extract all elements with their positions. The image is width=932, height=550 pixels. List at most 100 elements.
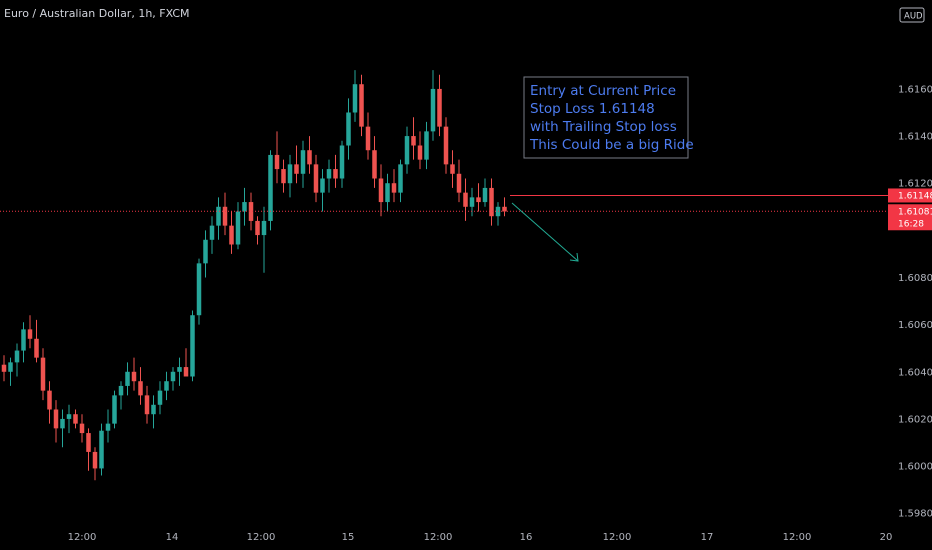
time-tick-label: 20 — [880, 532, 893, 543]
trade-note-line-1: Entry at Current Price — [530, 83, 676, 99]
price-tick-label: 1.60800 — [898, 273, 932, 284]
candle-body — [443, 126, 449, 165]
candle-body — [456, 173, 462, 193]
price-tick-label: 1.59800 — [898, 509, 932, 520]
candle-body — [365, 126, 371, 151]
candle-body — [294, 164, 299, 174]
candle-body — [47, 390, 52, 410]
candlestick-series — [1, 70, 507, 481]
candle-body — [170, 371, 176, 382]
candle-body — [372, 150, 377, 179]
candle-body — [222, 206, 228, 226]
candle-body — [235, 211, 241, 245]
candle-body — [125, 371, 130, 386]
time-axis[interactable]: 12:00 14 12:00 15 12:00 16 12:00 17 12:00 20 — [68, 532, 893, 543]
candle-body — [326, 169, 332, 179]
time-tick-label: 15 — [342, 532, 355, 543]
candle-body — [417, 145, 423, 160]
forecast-arrow-head — [569, 252, 579, 262]
candle-body — [60, 418, 65, 429]
price-tick-label: 1.61400 — [898, 132, 932, 143]
candle-body — [216, 206, 221, 226]
candle-body — [346, 112, 351, 146]
candle-body — [73, 414, 78, 424]
candle-body — [307, 150, 312, 165]
trade-note-line-3: with Trailing Stop loss — [530, 119, 677, 135]
candle-body — [313, 164, 319, 193]
candle-body — [99, 430, 104, 469]
candle-body — [183, 367, 189, 377]
candle-body — [131, 371, 137, 382]
candle-body — [437, 88, 442, 127]
candle-body — [118, 385, 124, 396]
trade-note[interactable]: Entry at Current Price Stop Loss 1.61148… — [523, 76, 694, 159]
candle-body — [177, 367, 182, 372]
candle-body — [8, 362, 13, 372]
candle-body — [489, 187, 494, 217]
trade-note-box — [523, 76, 689, 159]
candle-body — [430, 88, 436, 132]
candle-body — [378, 178, 384, 203]
candle-body — [287, 164, 293, 184]
candle-body — [320, 178, 325, 193]
stop-loss-tag-text: 1.61148 — [898, 191, 932, 201]
candle-body — [1, 364, 7, 372]
currency-badge-box — [899, 7, 925, 23]
candle-body — [144, 395, 150, 415]
candle-body — [209, 225, 215, 240]
candle-body — [469, 197, 475, 207]
price-tick-label: 1.60000 — [898, 462, 932, 473]
candle-body — [339, 145, 345, 179]
candle-body — [333, 169, 338, 179]
candle-body — [424, 131, 429, 160]
stop-loss-tag: 1.61148 — [888, 188, 932, 203]
candle-body — [105, 423, 111, 431]
candle-body — [229, 225, 234, 245]
forecast-arrow-shaft — [511, 202, 579, 262]
time-tick-label: 16 — [520, 532, 533, 543]
currency-badge-text: AUD — [904, 12, 923, 22]
candle-body — [164, 381, 169, 391]
stop-loss-tag-bg — [888, 188, 932, 203]
candle-body — [92, 451, 98, 469]
candle-body — [255, 220, 260, 236]
candle-body — [79, 423, 85, 434]
price-tick-label: 1.60400 — [898, 367, 932, 378]
chart-title: Euro / Australian Dollar, 1h, FXCM — [4, 7, 190, 20]
price-tick-label: 1.60600 — [898, 320, 932, 331]
candle-body — [66, 414, 72, 419]
currency-badge[interactable]: AUD — [899, 7, 925, 23]
current-price-tag: 1.61081 16:28 — [888, 204, 932, 231]
candle-body — [248, 202, 254, 221]
candle-body — [352, 84, 358, 113]
candle-body — [21, 329, 26, 351]
price-tick-label: 1.60200 — [898, 414, 932, 425]
candle-body — [157, 390, 163, 405]
time-tick-label: 12:00 — [424, 532, 453, 543]
countdown-timer: 16:28 — [898, 219, 924, 229]
candle-body — [398, 164, 403, 193]
candle-body — [300, 150, 306, 174]
candle-body — [482, 187, 488, 203]
candle-body — [203, 239, 208, 264]
current-price-tag-bg — [888, 204, 932, 231]
candle-body — [27, 329, 33, 339]
time-tick-label: 14 — [166, 532, 179, 543]
candle-body — [14, 350, 20, 363]
price-tick-label: 1.61200 — [898, 179, 932, 190]
trade-note-line-4: This Could be a big Ride — [529, 137, 694, 153]
candle-body — [450, 164, 455, 174]
time-tick-label: 12:00 — [68, 532, 97, 543]
candle-body — [385, 183, 390, 203]
forecast-arrow[interactable] — [511, 202, 579, 262]
candle-body — [359, 84, 364, 127]
time-tick-label: 17 — [701, 532, 714, 543]
candle-body — [281, 169, 286, 184]
time-tick-label: 12:00 — [247, 532, 276, 543]
candle-body — [274, 154, 280, 170]
current-price-tag-text: 1.61081 — [898, 207, 932, 217]
candle-body — [261, 220, 267, 236]
price-axis[interactable]: 1.61600 1.61400 1.61200 1.60800 1.60600 1.604… — [898, 84, 932, 519]
candle-body — [151, 404, 156, 415]
